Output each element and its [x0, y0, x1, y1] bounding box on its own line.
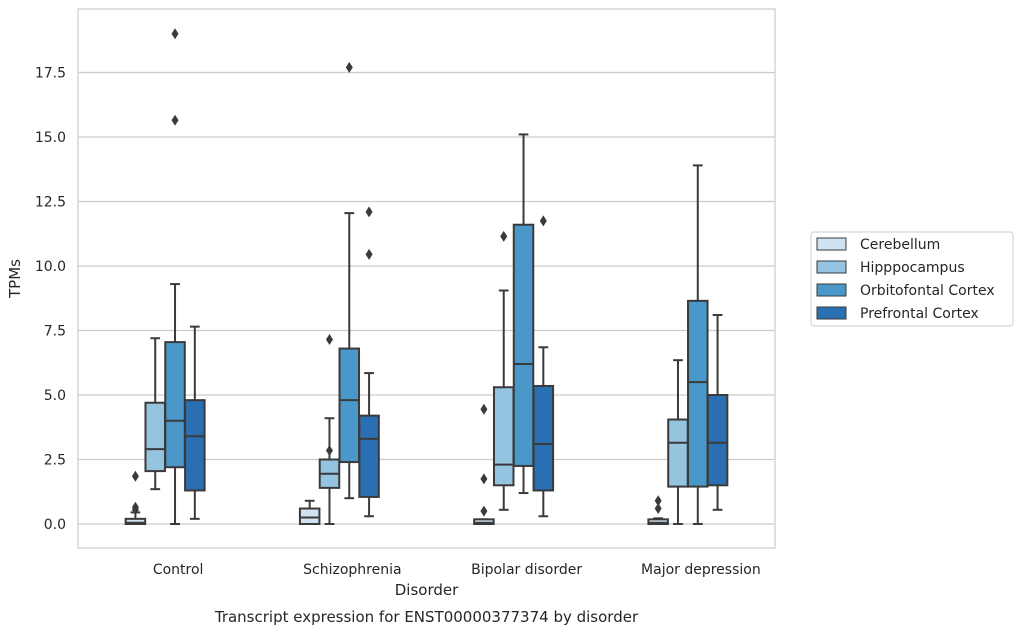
y-tick-label: 10.0 — [35, 259, 66, 275]
box-group — [298, 499, 321, 525]
x-tick-labels: Control Schizophrenia Bipolar disorder Majo… — [153, 562, 761, 578]
box — [184, 399, 206, 492]
box — [358, 414, 380, 498]
x-tick-label: Bipolar disorder — [471, 562, 582, 578]
outlier-point — [345, 61, 353, 73]
box — [144, 401, 166, 473]
legend-swatch — [816, 283, 847, 297]
plot-frame — [77, 8, 776, 549]
y-tick-label: 17.5 — [35, 66, 66, 82]
x-tick-label: Schizophrenia — [303, 562, 401, 578]
box — [512, 223, 535, 467]
chart-title: Transcript expression for ENST0000037737… — [214, 608, 639, 626]
box-group — [144, 337, 166, 491]
outlier-point — [131, 470, 139, 482]
x-tick-label: Major depression — [641, 562, 761, 578]
box-group — [532, 215, 555, 518]
outlier-point — [325, 334, 333, 346]
box-group — [164, 28, 186, 525]
box — [532, 384, 555, 492]
box-group — [124, 470, 147, 526]
legend-swatch — [816, 306, 847, 320]
x-tick-label: Control — [153, 562, 204, 578]
x-axis-title: Disorder — [395, 581, 459, 599]
outlier-point — [654, 503, 662, 515]
box — [647, 518, 669, 526]
outlier-point — [171, 28, 179, 40]
box-group — [512, 133, 535, 495]
legend-frame — [810, 231, 1014, 327]
legend: Cerebellum Hipppocampus Orbitofontal Corte… — [810, 231, 1014, 327]
outlier-point — [500, 230, 508, 242]
box-group — [647, 495, 669, 526]
legend-label: Cerebellum — [860, 237, 940, 253]
box-group — [358, 206, 380, 518]
outlier-point — [480, 473, 488, 485]
outlier-point — [539, 215, 547, 227]
y-axis-title: TPMs — [6, 259, 24, 299]
box-group — [706, 314, 729, 511]
y-tick-label: 7.5 — [44, 324, 66, 340]
box — [338, 347, 361, 464]
box — [298, 507, 321, 525]
y-tick-label: 12.5 — [35, 195, 66, 211]
box-group — [184, 325, 206, 520]
box-group — [338, 61, 361, 500]
y-tick-label: 15.0 — [35, 130, 66, 146]
y-tick-label: 0.0 — [44, 517, 66, 533]
legend-label: Orbitofontal Cortex — [860, 283, 995, 299]
box — [687, 299, 709, 488]
box — [706, 394, 729, 487]
box — [164, 341, 186, 469]
y-tick-label: 5.0 — [44, 388, 66, 404]
box — [473, 518, 495, 526]
y-tick-labels: 0.0 2.5 5.0 7.5 10.0 12.5 15.0 17.5 — [35, 66, 66, 534]
outlier-point — [325, 444, 333, 456]
outlier-point — [131, 501, 139, 513]
legend-label: Prefrontal Cortex — [860, 306, 979, 322]
boxes — [124, 28, 729, 526]
outlier-point — [365, 248, 373, 260]
y-tick-label: 2.5 — [44, 453, 66, 469]
outlier-point — [480, 505, 488, 517]
outlier-point — [171, 114, 179, 126]
box-group — [492, 230, 515, 511]
outlier-point — [480, 403, 488, 415]
box-group — [687, 164, 709, 525]
legend-label: Hipppocampus — [860, 260, 965, 276]
box — [667, 418, 689, 488]
box-group — [473, 403, 495, 526]
outlier-point — [654, 495, 662, 507]
legend-swatch — [816, 237, 847, 251]
box — [492, 386, 515, 487]
legend-swatch — [816, 260, 847, 274]
box-group — [318, 334, 341, 525]
outlier-point — [365, 206, 373, 218]
box — [124, 517, 147, 526]
